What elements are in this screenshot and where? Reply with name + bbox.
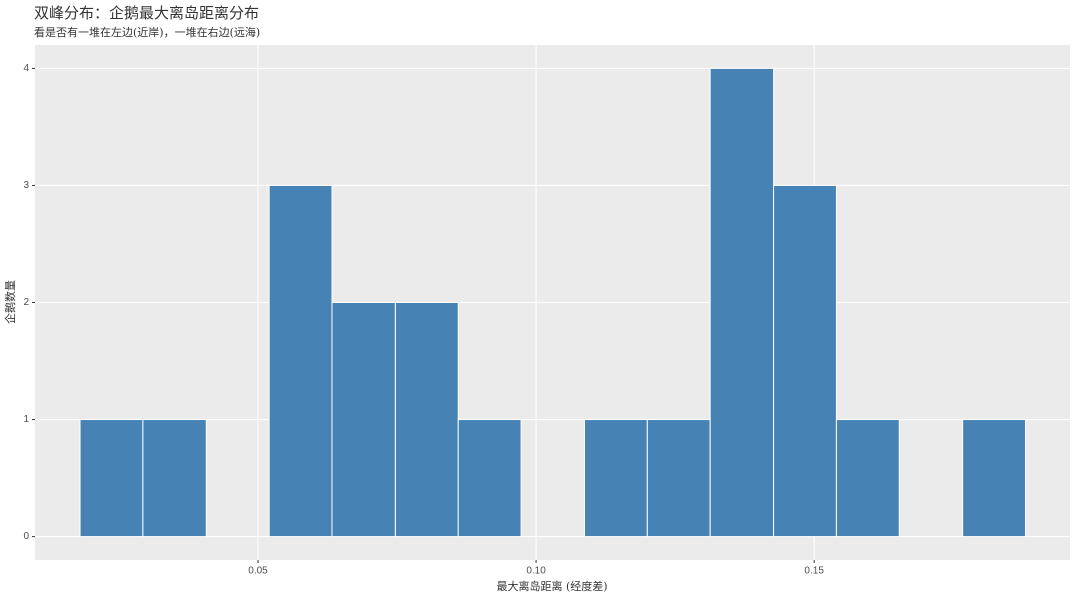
y-tick-label: 3: [23, 180, 29, 191]
bar: [835, 419, 900, 538]
y-tick-label: 2: [23, 297, 29, 308]
bar: [583, 419, 648, 538]
bar: [646, 419, 711, 538]
x-tick-label: 0.10: [526, 566, 546, 577]
y-tick-label: 1: [23, 414, 29, 425]
bar: [709, 67, 775, 538]
bar: [142, 419, 207, 538]
bar: [331, 302, 396, 538]
x-axis-label: 最大离岛距离 (经度差): [496, 579, 607, 593]
chart-subtitle: 看是否有一堆在左边(近岸)，一堆在右边(远海): [34, 25, 260, 39]
y-tick-label: 0: [23, 531, 29, 542]
x-tick-label: 0.15: [804, 566, 824, 577]
bar: [394, 302, 459, 538]
bar: [457, 419, 522, 538]
y-tick-label: 4: [23, 63, 29, 74]
bar: [962, 419, 1027, 538]
x-tick-label: 0.05: [248, 566, 268, 577]
chart-title: 双峰分布：企鹅最大离岛距离分布: [34, 4, 259, 22]
bar: [268, 184, 333, 538]
bar: [79, 419, 144, 538]
bar: [773, 184, 837, 538]
y-axis-label: 企鹅数量: [3, 280, 17, 324]
